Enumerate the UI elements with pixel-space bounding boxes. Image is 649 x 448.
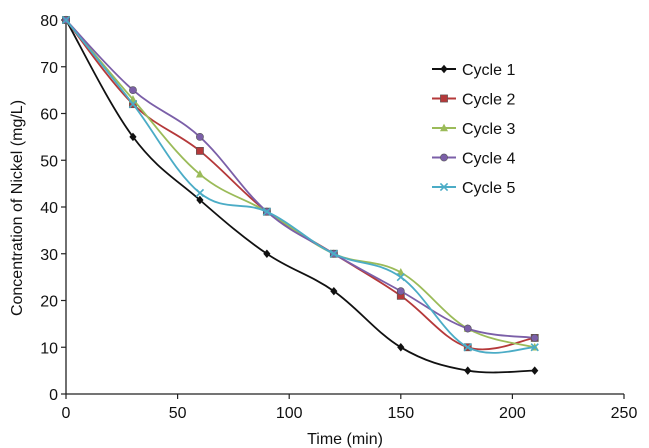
y-tick-label: 0 (49, 387, 58, 404)
data-point-cycle-5 (61, 15, 71, 25)
data-point-cycle-3 (396, 268, 405, 276)
y-tick-label: 40 (40, 200, 58, 217)
legend-marker-cycle-3 (440, 123, 448, 132)
y-tick-label: 70 (40, 60, 58, 77)
y-tick-label: 30 (40, 247, 58, 264)
data-point-cycle-1 (129, 132, 137, 142)
series-cycle-5 (61, 15, 539, 354)
data-point-cycle-5 (463, 343, 472, 352)
y-axis-title: Concentration of Nickel (mg/L) (9, 100, 26, 316)
legend-label-cycle-5: Cycle 5 (462, 180, 515, 197)
x-tick-label: 50 (169, 405, 187, 422)
legend-label-cycle-2: Cycle 2 (462, 92, 515, 109)
x-tick-label: 150 (387, 405, 414, 422)
legend-label-cycle-1: Cycle 1 (462, 62, 515, 79)
data-point-cycle-5 (396, 272, 405, 282)
data-point-cycle-1 (397, 343, 405, 352)
x-tick-label: 100 (276, 405, 303, 422)
legend-marker-cycle-4 (440, 153, 448, 162)
data-point-cycle-4 (129, 86, 137, 95)
data-point-cycle-1 (464, 366, 472, 375)
x-tick-label: 200 (499, 405, 526, 422)
legend-marker-cycle-2 (440, 94, 448, 103)
chart-legend: Cycle 1 Cycle 2 Cycle 3 Cycle 4 Cycle 5 (432, 62, 515, 197)
data-point-cycle-5 (195, 188, 205, 198)
data-point-cycle-5 (530, 343, 539, 352)
x-axis-title: Time (min) (307, 431, 383, 448)
data-point-cycle-5 (128, 99, 138, 109)
data-point-cycle-2 (196, 147, 204, 155)
legend-marker-cycle-5 (439, 182, 449, 192)
x-tick-label: 0 (62, 405, 71, 422)
legend-marker-cycle-1 (440, 64, 448, 74)
data-point-cycle-4 (463, 324, 472, 333)
data-point-cycle-1 (531, 366, 539, 375)
data-point-cycle-1 (263, 249, 271, 258)
chart-axes: 0 50 100 150 200 250 0 10 20 30 40 50 60 70 80 (40, 13, 637, 422)
data-point-cycle-1 (330, 286, 338, 296)
legend-label-cycle-4: Cycle 4 (462, 151, 515, 168)
y-tick-label: 10 (40, 340, 58, 357)
y-tick-label: 20 (40, 294, 58, 311)
data-point-cycle-4 (530, 333, 539, 342)
data-point-cycle-5 (262, 207, 272, 216)
y-tick-label: 80 (40, 13, 58, 30)
series-line-cycle-4 (65, 19, 535, 339)
data-point-cycle-1 (196, 195, 204, 205)
y-tick-label: 60 (40, 107, 58, 124)
data-point-cycle-5 (329, 249, 339, 258)
data-point-cycle-4 (396, 287, 405, 296)
data-point-cycle-3 (195, 169, 204, 178)
y-tick-label: 50 (40, 153, 58, 170)
series-lines (61, 15, 539, 375)
x-tick-label: 250 (611, 405, 638, 422)
legend-label-cycle-3: Cycle 3 (462, 121, 515, 138)
data-point-cycle-4 (196, 132, 204, 141)
